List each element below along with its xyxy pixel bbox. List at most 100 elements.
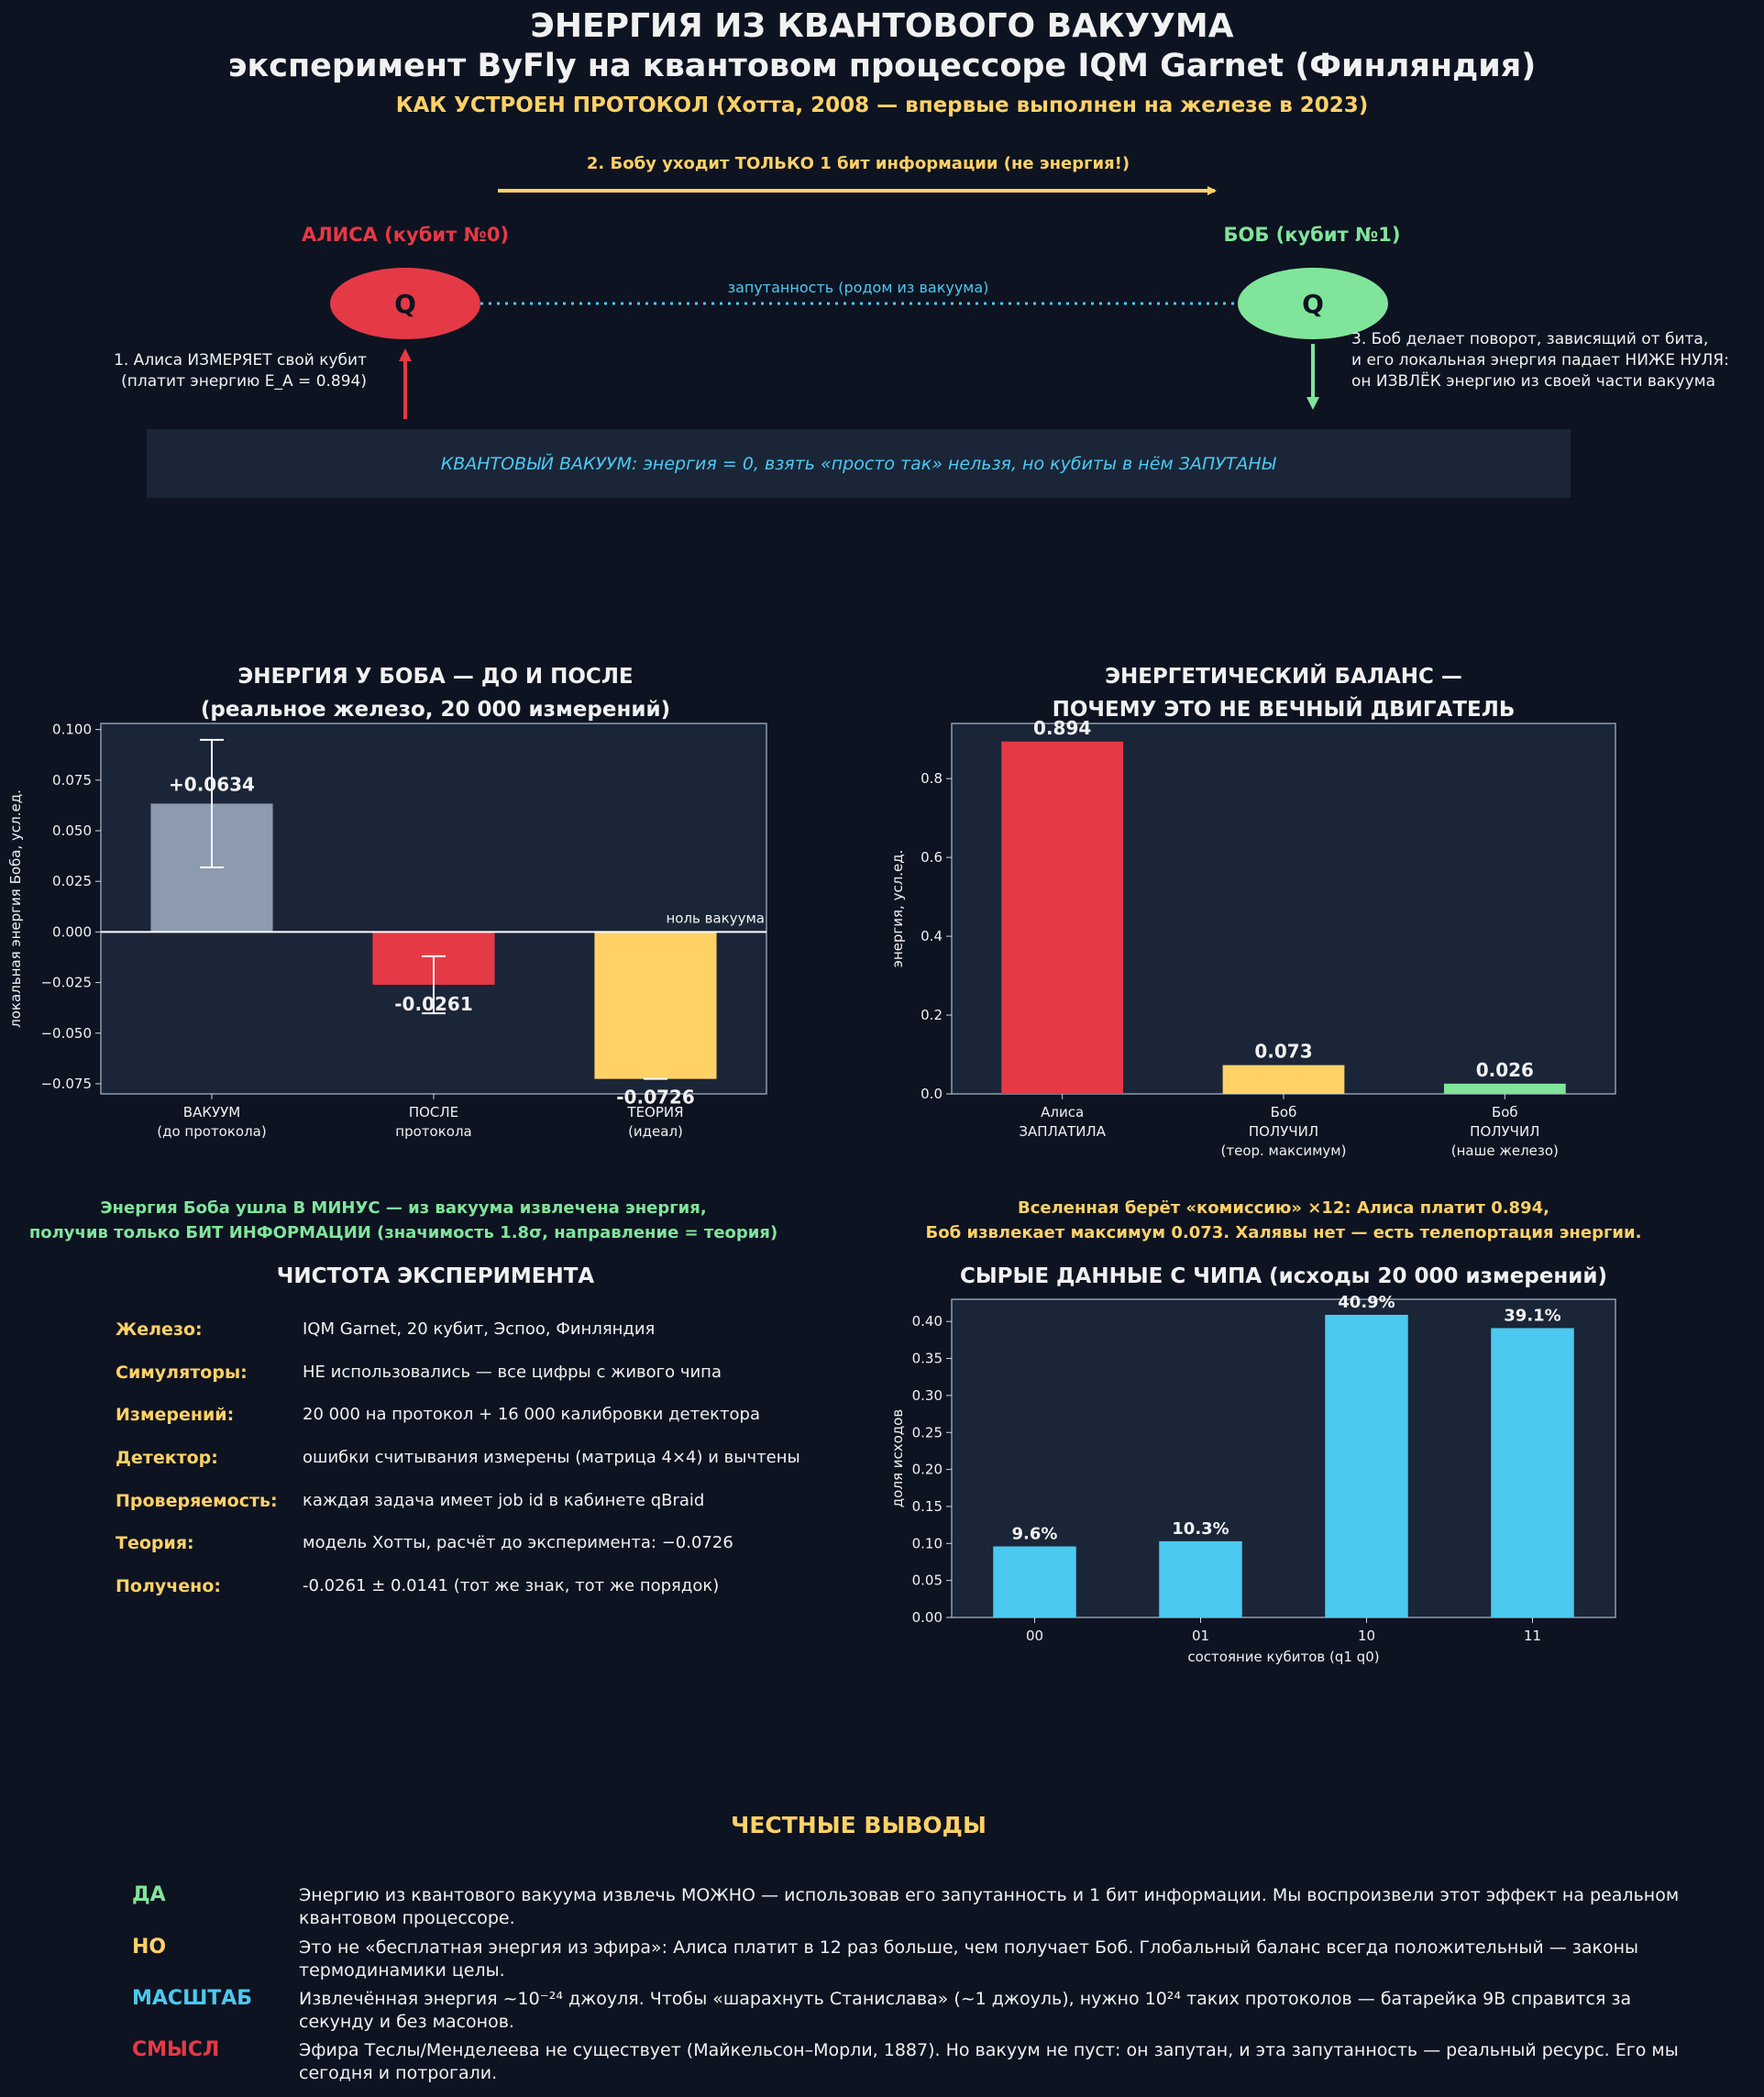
- y-axis-label: доля исходов: [889, 1409, 906, 1507]
- value-label: -0.0726: [616, 1087, 694, 1109]
- conclusion-text: Энергию из квантового вакуума извлечь МО…: [299, 1884, 1757, 1930]
- conclusion-text-line1: Энергию из квантового вакуума извлечь МО…: [299, 1885, 1680, 1905]
- conclusion-key: МАСШТАБ: [132, 1987, 253, 2010]
- x-tick-label: ПОЛУЧИЛ: [1470, 1123, 1539, 1140]
- step3-line3: он ИЗВЛЁК энергию из своей части вакуума: [1351, 371, 1715, 391]
- y-tick-label: 0.050: [52, 822, 92, 839]
- bar: [1443, 1083, 1566, 1094]
- x-tick-label: 10: [1358, 1628, 1375, 1644]
- alice-label: АЛИСА (кубит №0): [302, 224, 509, 246]
- y-tick-label: 0.2: [921, 1007, 943, 1023]
- bob-qubit-q: Q: [1302, 289, 1324, 319]
- bar: [993, 1546, 1076, 1617]
- conclusion-key: СМЫСЛ: [132, 2038, 220, 2061]
- bob-qubit: [1238, 268, 1388, 339]
- y-tick-label: 0.025: [52, 873, 92, 889]
- y-tick-label: 0.25: [912, 1424, 943, 1440]
- x-tick-label: 11: [1524, 1628, 1541, 1644]
- main-subtitle: эксперимент ByFly на квантовом процессор…: [227, 48, 1537, 84]
- bob-label: БОБ (кубит №1): [1223, 224, 1400, 246]
- y-tick-label: −0.075: [40, 1076, 92, 1092]
- panel1-note-line2: получив только БИТ ИНФОРМАЦИИ (значимост…: [28, 1223, 778, 1242]
- conclusion-text: Это не «бесплатная энергия из эфира»: Ал…: [299, 1937, 1757, 1982]
- x-tick-label: (теор. максимум): [1221, 1142, 1347, 1159]
- purity-key: Теория:: [116, 1533, 194, 1553]
- raw-outcomes-chart: 0.00 0.05 0.10 0.15 0.20 0.25 0.30 0.35 0.40 доля…: [889, 1293, 1616, 1665]
- panel2-note-line1: Вселенная берёт «комиссию» ×12: Алиса пл…: [1018, 1198, 1549, 1218]
- main-title: ЭНЕРГИЯ ИЗ КВАНТОВОГО ВАКУУМА: [530, 7, 1234, 45]
- panel1-title-line2: (реальное железо, 20 000 измерений): [200, 698, 671, 722]
- value-label: 0.026: [1476, 1059, 1534, 1081]
- purity-value: ошибки считывания измерены (матрица 4×4)…: [303, 1448, 800, 1467]
- panel1-note-line1: Энергия Боба ушла В МИНУС — из вакуума и…: [100, 1198, 707, 1218]
- conclusions-title: ЧЕСТНЫЕ ВЫВОДЫ: [731, 1812, 987, 1838]
- x-tick-label: ЗАПЛАТИЛА: [1019, 1123, 1106, 1140]
- purity-value: каждая задача имеет job id в кабинете qB…: [303, 1491, 705, 1510]
- purity-value: НЕ использовались — все цифры с живого ч…: [303, 1363, 722, 1382]
- purity-value: IQM Garnet, 20 кубит, Эспоо, Финляндия: [303, 1319, 656, 1339]
- y-tick-label: 0.05: [912, 1573, 943, 1589]
- purity-title: ЧИСТОТА ЭКСПЕРИМЕНТА: [276, 1264, 595, 1288]
- y-axis-label: локальная энергия Боба, усл.ед.: [7, 789, 24, 1028]
- x-tick-label: Боб: [1271, 1104, 1297, 1120]
- protocol-title: КАК УСТРОЕН ПРОТОКОЛ (Хотта, 2008 — впер…: [395, 94, 1369, 117]
- x-tick-label: ПОСЛЕ: [409, 1104, 458, 1120]
- y-tick-label: 0.30: [912, 1387, 943, 1404]
- y-tick-label: 0.20: [912, 1462, 943, 1478]
- x-tick-label: протокола: [395, 1123, 471, 1140]
- x-tick-label: (идеал): [628, 1123, 683, 1140]
- vacuum-box: [147, 429, 1571, 498]
- conclusion-key: ДА: [132, 1883, 166, 1906]
- conclusion-text-line1: Эфира Теслы/Менделеева не существует (Ма…: [299, 2040, 1679, 2060]
- bar: [1491, 1328, 1574, 1617]
- purity-key: Проверяемость:: [116, 1491, 278, 1511]
- purity-value: -0.0261 ± 0.0141 (тот же знак, тот же по…: [303, 1576, 720, 1595]
- purity-key: Получено:: [116, 1576, 221, 1596]
- y-tick-label: 0.0: [921, 1086, 943, 1102]
- y-tick-label: 0.4: [921, 928, 943, 944]
- y-tick-label: 0.35: [912, 1351, 943, 1367]
- value-label: +0.0634: [169, 773, 255, 795]
- protocol-diagram: 2. Бобу уходит ТОЛЬКО 1 бит информации (…: [114, 154, 1729, 498]
- bar: [594, 932, 717, 1079]
- panel1-note: Энергия Боба ушла В МИНУС — из вакуума и…: [0, 1196, 807, 1245]
- x-tick-label: 00: [1026, 1628, 1043, 1644]
- vacuum-box-text: КВАНТОВЫЙ ВАКУУМ: энергия = 0, взять «пр…: [441, 453, 1277, 474]
- step2-label: 2. Бобу уходит ТОЛЬКО 1 бит информации (…: [587, 154, 1130, 173]
- value-label: 0.073: [1254, 1041, 1312, 1063]
- bob-energy-chart: −0.075 −0.050 −0.025 0.000 0.025 0.050 0.075 0.…: [7, 722, 767, 1140]
- panel1-title-line1: ЭНЕРГИЯ У БОБА — ДО И ПОСЛЕ: [237, 665, 634, 689]
- step3-line1: 3. Боб делает поворот, зависящий от бита…: [1351, 330, 1708, 348]
- y-tick-label: 0.100: [52, 722, 92, 738]
- step1-line1: 1. Алиса ИЗМЕРЯЕТ свой кубит: [114, 351, 367, 370]
- y-tick-label: 0.6: [921, 849, 943, 866]
- purity-key: Симуляторы:: [116, 1363, 248, 1383]
- y-tick-label: 0.10: [912, 1535, 943, 1551]
- entanglement-label: запутанность (родом из вакуума): [728, 279, 989, 296]
- alice-qubit: [330, 268, 480, 339]
- x-tick-label: ПОЛУЧИЛ: [1249, 1123, 1318, 1140]
- panel4-title: СЫРЫЕ ДАННЫЕ С ЧИПА (исходы 20 000 измер…: [959, 1264, 1608, 1288]
- x-tick-label: Алиса: [1041, 1104, 1084, 1120]
- y-axis-label: энергия, усл.ед.: [889, 850, 906, 968]
- value-label: 0.894: [1033, 717, 1091, 739]
- purity-value: модель Хотты, расчёт до эксперимента: −0…: [303, 1533, 733, 1552]
- purity-value: 20 000 на протокол + 16 000 калибровки д…: [303, 1405, 760, 1424]
- value-label: -0.0261: [394, 993, 472, 1015]
- conclusion-text: Извлечённая энергия ~10⁻²⁴ джоуля. Чтобы…: [299, 1988, 1757, 2034]
- bar: [1222, 1065, 1345, 1094]
- panel2-title: ЭНЕРГЕТИЧЕСКИЙ БАЛАНС — ПОЧЕМУ ЭТО НЕ ВЕ…: [917, 660, 1650, 726]
- conclusion-text-line2: квантовом процессоре.: [299, 1908, 515, 1928]
- panel2-note: Вселенная берёт «комиссию» ×12: Алиса пл…: [871, 1196, 1696, 1245]
- y-tick-label: −0.025: [40, 975, 92, 991]
- panel2-title-line1: ЭНЕРГЕТИЧЕСКИЙ БАЛАНС —: [1105, 665, 1462, 689]
- conclusion-key: НО: [132, 1936, 167, 1959]
- bar: [1001, 741, 1124, 1094]
- x-tick-label: (наше железо): [1451, 1142, 1559, 1159]
- x-tick-label: ТЕОРИЯ: [626, 1104, 683, 1120]
- y-tick-label: 0.40: [912, 1313, 943, 1330]
- conclusion-text: Эфира Теслы/Менделеева не существует (Ма…: [299, 2039, 1757, 2085]
- conclusion-text-line2: сегодня и потрогали.: [299, 2063, 498, 2083]
- x-tick-label: ВАКУУМ: [183, 1104, 240, 1120]
- conclusion-text-line2: секунду и без масонов.: [299, 2012, 514, 2032]
